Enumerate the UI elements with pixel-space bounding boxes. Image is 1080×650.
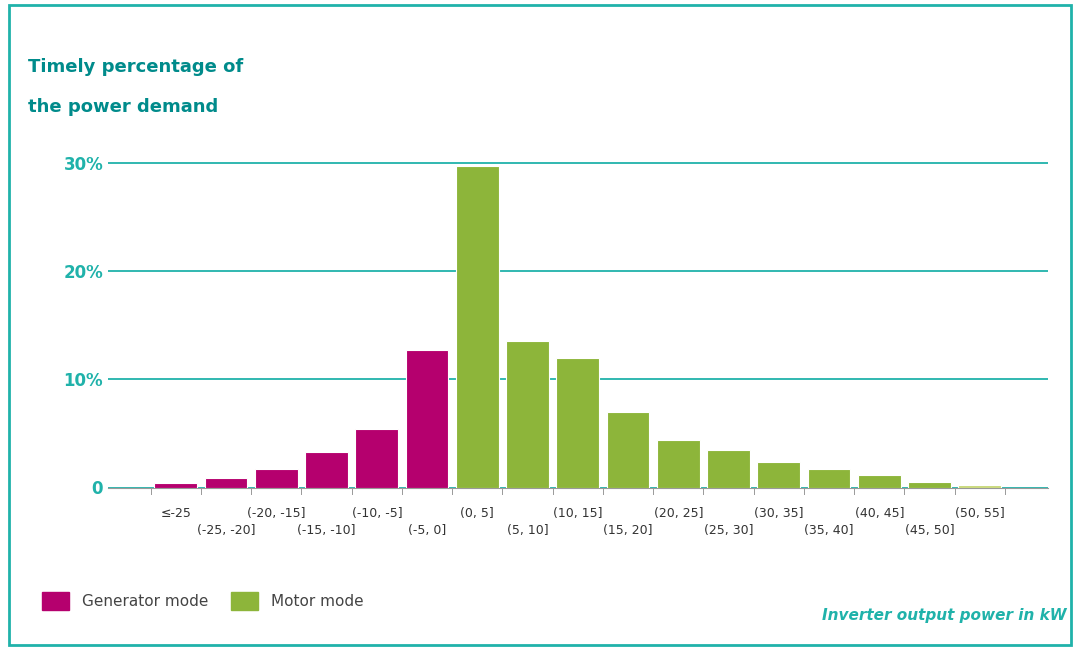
Text: (-15, -10]: (-15, -10] [297, 525, 355, 538]
Bar [657, 440, 700, 488]
Text: (35, 40]: (35, 40] [805, 525, 854, 538]
Text: ≤-25: ≤-25 [161, 507, 191, 520]
Text: Inverter output power in kW: Inverter output power in kW [822, 608, 1066, 623]
Text: (30, 35]: (30, 35] [754, 507, 804, 520]
Bar [607, 411, 649, 488]
Bar [456, 166, 499, 488]
Bar [808, 469, 850, 488]
Text: (50, 55]: (50, 55] [955, 507, 1004, 520]
Text: (10, 15]: (10, 15] [553, 507, 603, 520]
Text: (45, 50]: (45, 50] [905, 525, 955, 538]
Bar [757, 462, 800, 488]
Bar [355, 429, 399, 488]
Text: Timely percentage of: Timely percentage of [28, 58, 243, 77]
Bar [406, 350, 448, 488]
Bar [908, 482, 950, 488]
Bar [507, 341, 549, 488]
Bar [154, 483, 198, 488]
Text: (-20, -15]: (-20, -15] [247, 507, 306, 520]
Text: (15, 20]: (15, 20] [604, 525, 652, 538]
Text: (-5, 0]: (-5, 0] [408, 525, 446, 538]
Text: the power demand: the power demand [28, 98, 218, 116]
Text: (-25, -20]: (-25, -20] [197, 525, 255, 538]
Bar [556, 358, 599, 488]
Text: (40, 45]: (40, 45] [854, 507, 904, 520]
Bar [306, 452, 348, 488]
Text: (20, 25]: (20, 25] [653, 507, 703, 520]
Bar [858, 474, 901, 488]
Text: (5, 10]: (5, 10] [507, 525, 549, 538]
Bar [958, 486, 1001, 488]
Bar [205, 478, 247, 488]
Legend: Generator mode, Motor mode: Generator mode, Motor mode [36, 586, 369, 616]
Text: (0, 5]: (0, 5] [460, 507, 495, 520]
Text: (25, 30]: (25, 30] [704, 525, 753, 538]
Bar [707, 450, 750, 488]
Bar [255, 469, 298, 488]
Text: (-10, -5]: (-10, -5] [351, 507, 402, 520]
